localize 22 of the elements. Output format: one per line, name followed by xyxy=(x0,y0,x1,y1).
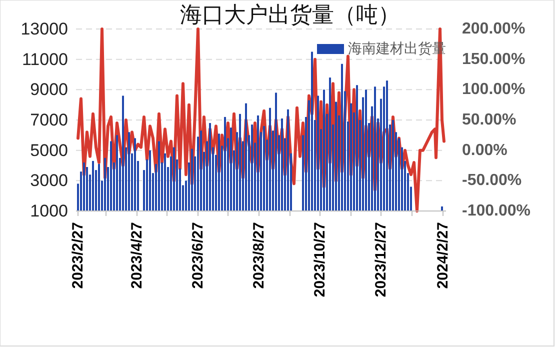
x-tick-label: 2023/12/27 xyxy=(372,222,390,298)
y2-tick-label: 150.00% xyxy=(462,50,526,68)
x-tick-label: 2023/4/27 xyxy=(128,222,146,289)
y2-tick-label: 200.00% xyxy=(462,20,526,38)
y-tick-label: 5000 xyxy=(30,140,68,160)
x-tick-label: 2023/8/27 xyxy=(250,222,268,289)
y-tick-label: 13000 xyxy=(20,20,68,38)
y2-tick-label: -50.00% xyxy=(462,172,522,190)
y-tick-label: 11000 xyxy=(22,50,68,69)
x-tick-label: 2023/2/27 xyxy=(70,222,86,289)
y-tick-label: 9000 xyxy=(30,80,68,100)
y-tick-label: 3000 xyxy=(30,171,68,190)
x-tick-label: 2024/2/27 xyxy=(434,222,452,289)
y-tick-label: 7000 xyxy=(30,110,68,130)
chart-title: 海口大户出货量（吨） xyxy=(180,3,400,28)
y-tick-label: 1000 xyxy=(30,202,68,220)
y2-tick-label: 100.00% xyxy=(462,81,526,98)
x-tick-label: 2023/10/27 xyxy=(312,222,328,298)
y2-tick-label: 0.00% xyxy=(462,142,508,159)
x-tick-label: 2023/6/27 xyxy=(190,222,206,289)
y2-tick-label: -100.00% xyxy=(462,202,530,220)
y2-tick-label: 50.00% xyxy=(462,112,516,128)
